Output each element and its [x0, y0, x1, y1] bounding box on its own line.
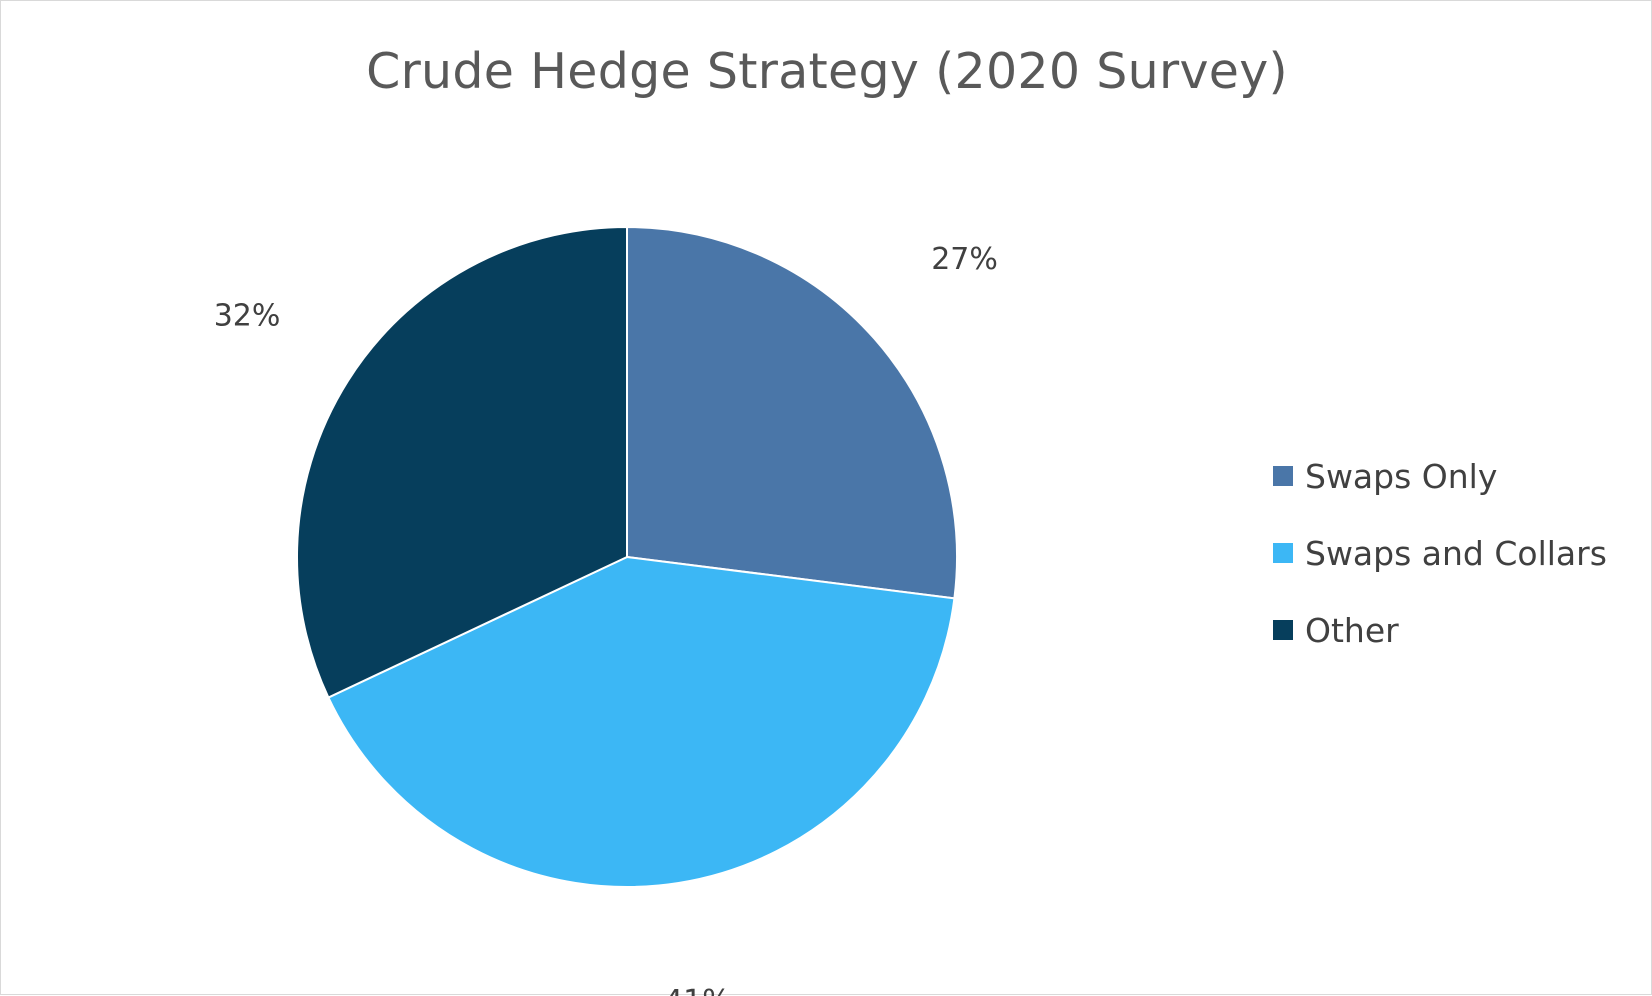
data-label-other: 32% — [214, 298, 281, 333]
legend-item-swaps-only[interactable]: Swaps Only — [1273, 456, 1607, 496]
legend-item-other[interactable]: Other — [1273, 610, 1607, 650]
legend-swatch-swaps-and-collars — [1273, 543, 1293, 563]
data-label-swaps-only: 27% — [931, 242, 998, 277]
legend-label: Swaps and Collars — [1305, 533, 1607, 573]
chart-title: Crude Hedge Strategy (2020 Survey) — [366, 43, 1288, 100]
pie-slice-other[interactable] — [296, 225, 628, 699]
legend-label: Swaps Only — [1305, 456, 1498, 496]
pie-slice-swaps-only[interactable] — [626, 225, 958, 600]
legend-label: Other — [1305, 610, 1399, 650]
legend-swatch-other — [1273, 620, 1293, 640]
legend: Swaps Only Swaps and Collars Other — [1273, 456, 1607, 687]
legend-swatch-swaps-only — [1273, 466, 1293, 486]
pie-slice-swaps-and-collars[interactable] — [327, 555, 956, 888]
legend-item-swaps-and-collars[interactable]: Swaps and Collars — [1273, 533, 1607, 573]
data-label-swaps-and-collars: 41% — [664, 984, 731, 996]
